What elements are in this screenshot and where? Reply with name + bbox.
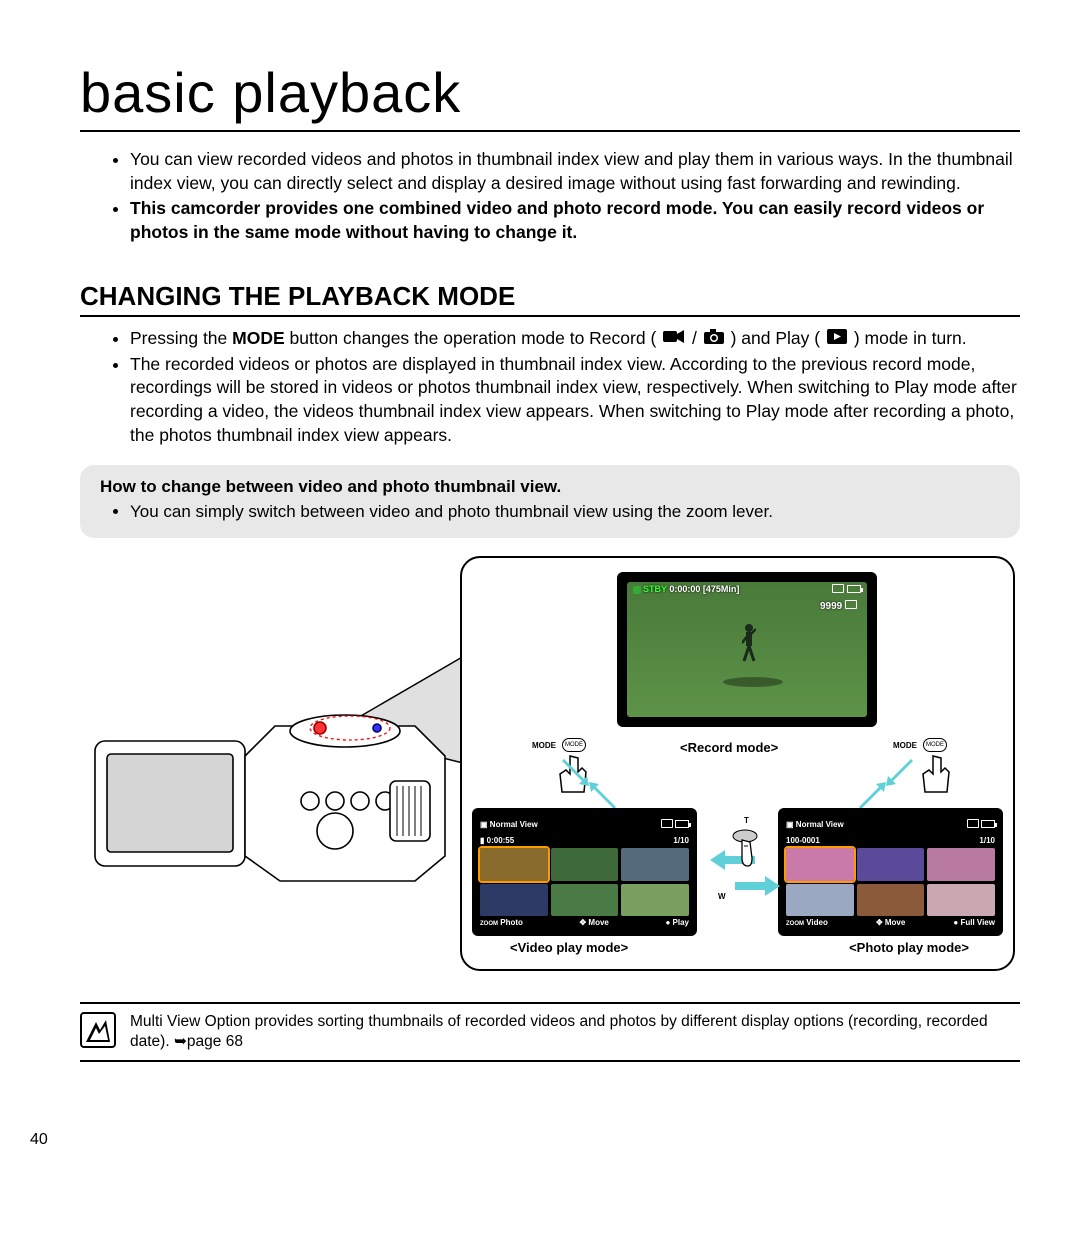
- text: ) mode in turn.: [849, 328, 967, 348]
- thumb: [857, 884, 925, 917]
- arrows-right-icon: [851, 754, 921, 814]
- zoom-w-label: W: [718, 892, 726, 901]
- label: Video: [806, 918, 828, 927]
- thumb: [551, 884, 619, 917]
- label: 1/10: [673, 836, 689, 845]
- note-text: Multi View Option provides sorting thumb…: [130, 1012, 1020, 1052]
- video-play-screen: ▣ Normal View ▮ 0:00:551/10 ZOOM Photo✥ …: [472, 808, 697, 936]
- intro-item-2: This camcorder provides one combined vid…: [130, 197, 1020, 244]
- video-play-caption: <Video play mode>: [510, 940, 628, 955]
- card-icon: [845, 600, 857, 609]
- video-camera-icon: [663, 327, 685, 351]
- thumb: [786, 848, 854, 881]
- camcorder-illustration: [85, 686, 465, 906]
- label: ZOOM: [786, 921, 804, 927]
- mode-diagram: STBY 0:00:00 [475Min] 9999 <Record mode>…: [80, 556, 1020, 976]
- battery-icon: [981, 820, 995, 828]
- thumb: [927, 848, 995, 881]
- record-caption: <Record mode>: [680, 740, 778, 755]
- callout-title: How to change between video and photo th…: [100, 477, 1000, 497]
- card-icon: [967, 819, 979, 828]
- rec-dot-icon: [633, 586, 641, 594]
- play-mode-icon: [827, 327, 847, 351]
- battery-icon: [675, 820, 689, 828]
- intro-list: You can view recorded videos and photos …: [80, 148, 1020, 245]
- label: Normal View: [490, 820, 538, 829]
- label: 100-0001: [786, 836, 820, 845]
- text: /: [687, 328, 702, 348]
- thumb: [927, 884, 995, 917]
- callout-box: How to change between video and photo th…: [80, 465, 1020, 538]
- person-figure-icon: [742, 623, 756, 663]
- card-icon: [661, 819, 673, 828]
- thumb: [621, 884, 689, 917]
- section-item-1: Pressing the MODE button changes the ope…: [130, 327, 1020, 351]
- camera-icon: [704, 327, 724, 351]
- thumb: [480, 884, 548, 917]
- record-screen: STBY 0:00:00 [475Min] 9999: [617, 572, 877, 727]
- thumb: [480, 848, 548, 881]
- stby-label: STBY: [643, 584, 667, 594]
- mode-button-right[interactable]: MODE: [923, 738, 947, 752]
- arrows-left-icon: [554, 754, 624, 814]
- label: Photo: [500, 918, 523, 927]
- note-info-icon: [80, 1012, 116, 1048]
- section-list: Pressing the MODE button changes the ope…: [80, 327, 1020, 448]
- mode-panel: STBY 0:00:00 [475Min] 9999 <Record mode>…: [460, 556, 1015, 971]
- thumb: [857, 848, 925, 881]
- mode-label-left: MODE: [532, 741, 556, 750]
- photo-thumb-grid: [786, 848, 995, 916]
- page-title: basic playback: [80, 60, 1020, 132]
- label: 0:00:55: [487, 836, 515, 845]
- thumb: [621, 848, 689, 881]
- photo-play-screen: ▣ Normal View 100-00011/10 ZOOM Video✥ M…: [778, 808, 1003, 936]
- photo-mode-icon: ▣: [786, 820, 794, 829]
- callout-body: You can simply switch between video and …: [130, 501, 1000, 524]
- text: button changes the operation mode to Rec…: [285, 328, 662, 348]
- thumb: [786, 884, 854, 917]
- intro-item-1: You can view recorded videos and photos …: [130, 148, 1020, 195]
- video-mode-icon: ▣: [480, 820, 488, 829]
- rec-time: 0:00:00 [475Min]: [669, 584, 739, 594]
- label: Normal View: [796, 820, 844, 829]
- mode-word: MODE: [232, 328, 285, 348]
- label: Move: [885, 918, 905, 927]
- thumb: [551, 848, 619, 881]
- note-row: Multi View Option provides sorting thumb…: [80, 1002, 1020, 1062]
- label: Play: [673, 918, 689, 927]
- battery-icon: [847, 585, 861, 593]
- label: 1/10: [979, 836, 995, 845]
- mode-label-right: MODE: [893, 741, 917, 750]
- video-thumb-grid: [480, 848, 689, 916]
- zoom-t-label: T: [744, 816, 749, 825]
- card-icon: [832, 584, 844, 593]
- section-heading: CHANGING THE PLAYBACK MODE: [80, 281, 1020, 317]
- label: Full View: [960, 918, 995, 927]
- text: ) and Play (: [726, 328, 825, 348]
- section-item-2: The recorded videos or photos are displa…: [130, 353, 1020, 448]
- mode-button-left[interactable]: MODE: [562, 738, 586, 752]
- photo-play-caption: <Photo play mode>: [849, 940, 969, 955]
- label: Move: [588, 918, 608, 927]
- zoom-lever-icon: [730, 828, 760, 868]
- rec-count: 9999: [820, 601, 842, 612]
- page-number: 40: [30, 1131, 48, 1149]
- text: Pressing the: [130, 328, 232, 348]
- label: ZOOM: [480, 921, 498, 927]
